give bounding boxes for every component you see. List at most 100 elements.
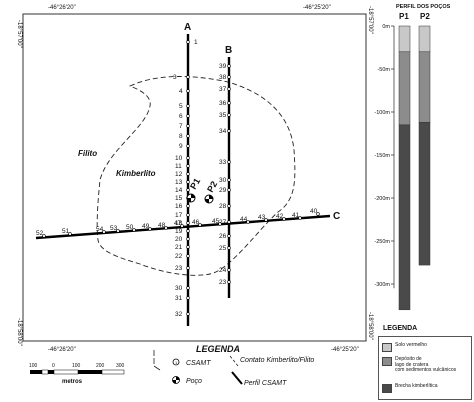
well-col-p2: P2 <box>420 12 430 21</box>
kimberlite-contact <box>96 76 296 276</box>
station-marker-a-17 <box>186 213 190 217</box>
station-marker-b-26 <box>227 234 231 238</box>
well-p2-layer-brecha <box>418 122 431 266</box>
unit-legend: LEGENDA Solo vermelho Depósito de lago d… <box>378 325 472 400</box>
depth-label: -300m <box>374 282 390 288</box>
station-marker-c-43 <box>264 218 268 222</box>
legend-row-brecha: Brecha kimberlítica <box>382 383 438 393</box>
station-label-a-20: 20 <box>175 236 183 243</box>
depth-label: -100m <box>374 110 390 116</box>
svg-text:100: 100 <box>29 363 38 369</box>
well-columns <box>398 25 431 311</box>
station-marker-a-19 <box>186 229 190 233</box>
station-label-a-19: 19 <box>175 228 183 235</box>
scale-unit: metros <box>62 379 83 385</box>
station-marker-c-46 <box>198 223 202 227</box>
station-label-a-21: 21 <box>175 244 183 251</box>
contact-legend-line <box>153 350 161 371</box>
depth-label: 0m <box>382 24 390 30</box>
station-marker-a-18 <box>186 221 190 225</box>
station-label-a-4: 4 <box>179 88 183 95</box>
label-kimberlito: Kimberlito <box>116 169 156 178</box>
top-lon-left: -46°26'20" <box>48 5 76 11</box>
profile-legend-line <box>231 371 243 385</box>
profile-c-label: C <box>333 211 340 222</box>
station-label-a-11: 11 <box>175 163 182 170</box>
station-label-a-18: 18 <box>175 220 183 227</box>
svg-text:300: 300 <box>116 363 125 369</box>
right-lat-bottom: -18°58'00" <box>367 312 373 340</box>
station-marker-a-32 <box>186 312 190 316</box>
station-label-a-22: 22 <box>175 253 183 260</box>
depth-label: -250m <box>374 239 390 245</box>
station-marker-b-37 <box>227 87 231 91</box>
well-p1-layer-brecha <box>398 124 411 311</box>
station-label-c-48: 48 <box>158 222 166 229</box>
station-label-b-26: 26 <box>219 233 227 240</box>
station-label-b-38: 38 <box>219 74 227 81</box>
left-lat-bottom: -18°58'00" <box>16 318 22 346</box>
station-marker-a-8 <box>186 134 190 138</box>
map-frame <box>22 13 367 342</box>
station-label-c-53: 53 <box>110 225 118 232</box>
station-marker-b-29 <box>227 188 231 192</box>
legend-perfil: Perfil CSAMT <box>244 380 287 387</box>
station-label-a-12: 12 <box>175 171 183 178</box>
csamt-stations: 1345678910111213141516171819202122233031… <box>36 39 320 318</box>
station-marker-c-53 <box>116 229 120 233</box>
station-label-c-54: 54 <box>96 226 104 233</box>
well-p2-layer-solo <box>418 25 431 53</box>
station-label-c-42: 42 <box>276 213 284 220</box>
swatch-solo <box>382 343 392 352</box>
station-label-b-27: 27 <box>219 219 227 226</box>
station-label-b-23: 23 <box>219 279 227 286</box>
station-label-c-45: 45 <box>212 218 220 225</box>
profile-b-label: B <box>225 45 232 56</box>
station-label-b-39: 39 <box>219 63 227 70</box>
station-marker-c-54 <box>102 230 106 234</box>
swatch-brecha <box>382 384 392 393</box>
station-marker-b-28 <box>227 204 231 208</box>
station-marker-a-7 <box>186 124 190 128</box>
station-marker-c-47 <box>180 224 184 228</box>
station-label-a-31: 31 <box>175 295 183 302</box>
depth-axis: 0m -50m -100m -150m -200m -250m -300m <box>374 24 395 289</box>
station-label-b-29: 29 <box>219 187 227 194</box>
legend-csamt: CSAMT <box>186 360 211 367</box>
well-p2-label: P2 <box>205 179 219 194</box>
left-lat-top: -18°57'00" <box>16 20 22 48</box>
station-marker-a-5 <box>186 104 190 108</box>
station-label-b-35: 35 <box>219 112 227 119</box>
station-marker-a-14 <box>186 188 190 192</box>
station-label-c-43: 43 <box>258 214 266 221</box>
station-marker-c-51 <box>68 232 72 236</box>
station-label-c-49: 49 <box>142 223 150 230</box>
station-marker-c-48 <box>164 226 168 230</box>
depth-label: -200m <box>374 196 390 202</box>
svg-text:100: 100 <box>72 363 81 369</box>
station-label-b-33: 33 <box>219 159 227 166</box>
station-marker-b-30 <box>227 178 231 182</box>
station-marker-a-21 <box>186 245 190 249</box>
station-label-c-40: 40 <box>310 208 318 215</box>
station-marker-c-40 <box>316 212 320 216</box>
station-marker-a-31 <box>186 296 190 300</box>
station-marker-a-4 <box>186 89 190 93</box>
station-label-a-15: 15 <box>175 195 183 202</box>
station-label-c-47: 47 <box>174 220 182 227</box>
station-label-a-16: 16 <box>175 203 183 210</box>
station-marker-c-49 <box>148 227 152 231</box>
station-marker-a-20 <box>186 237 190 241</box>
station-label-a-3: 3 <box>173 74 177 81</box>
station-marker-b-23 <box>227 280 231 284</box>
station-marker-c-41 <box>298 216 302 220</box>
station-label-c-50: 50 <box>126 224 134 231</box>
station-marker-a-22 <box>186 254 190 258</box>
legend-contato: Contato Kimberlito/Filito <box>240 357 314 364</box>
swatch-deposito <box>382 357 392 366</box>
station-label-a-13: 13 <box>175 179 183 186</box>
station-label-b-34: 34 <box>219 128 227 135</box>
station-marker-a-30 <box>186 286 190 290</box>
well-p1-layer-deposito <box>398 51 411 126</box>
station-marker-b-38 <box>227 75 231 79</box>
